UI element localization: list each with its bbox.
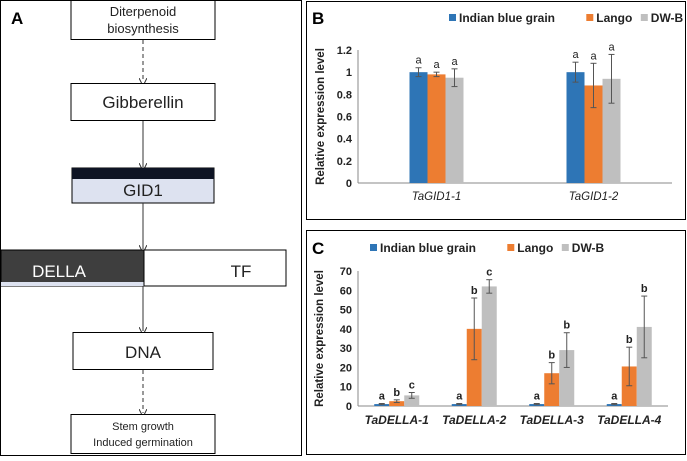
panel-a: A Diterpenoid biosynthesis Gibberellin G… (0, 0, 302, 456)
chart-b-bar-TaGID1-1-dw-b (445, 77, 464, 183)
chart-c-y-tick-label: 60 (340, 285, 352, 297)
chart-b-significance-letter: a (590, 50, 597, 62)
gibberellin-label: Gibberellin (102, 93, 183, 112)
chart-b-legend-label-0: Indian blue grain (459, 11, 555, 25)
gibberellin-box (70, 83, 216, 121)
chart-c-significance-letter: b (563, 320, 570, 332)
chart-c-y-tick-label: 70 (340, 266, 352, 278)
chart-b-category-label: TaGID1-2 (569, 191, 619, 203)
chart-c-significance-letter: a (456, 390, 463, 402)
stem-growth-box (70, 414, 216, 454)
chart-c-legend-label-1: Lango (517, 241, 553, 255)
chart-b-y-tick-label: 0.4 (337, 134, 353, 146)
chart-b-y-tick-label: 0.6 (337, 112, 352, 124)
chart-c-category-label: TaDELLA-1 (365, 413, 430, 427)
chart-b-y-axis-label: Relative expression level (315, 48, 327, 185)
chart-c-bar-TaDELLA-3-lango (544, 373, 560, 406)
chart-c-y-tick-label: 30 (340, 343, 352, 355)
chart-b-y-tick-label: 1 (346, 67, 352, 79)
diterpenoid-label-line1: Diterpenoid (110, 4, 177, 19)
chart-c-bar-TaDELLA-1-lango (389, 401, 405, 406)
chart-c-bar-TaDELLA-1-dw-b (404, 395, 420, 406)
della-label: DELLA (32, 262, 87, 281)
chart-c-significance-letter: b (471, 285, 478, 297)
chart-b-bar-TaGID1-2-dw-b (602, 78, 621, 183)
chart-c-significance-letter: b (641, 283, 648, 295)
chart-c-legend-swatch-2 (561, 244, 569, 251)
chart-b-bar-TaGID1-2-lango (584, 85, 603, 183)
chart-c-category-label: TaDELLA-3 (520, 413, 585, 427)
chart-c-significance-letter: a (611, 390, 618, 402)
tf-label: TF (231, 262, 252, 281)
chart-c-significance-letter: a (379, 390, 386, 402)
chart-c-y-tick-label: 50 (340, 305, 352, 317)
chart-b-bar-TaGID1-1-indian-blue-grain (409, 72, 428, 183)
chart-c: Indian blue grain Lango DW-B 0 10 20 30 40 50 60 7… (314, 241, 668, 427)
chart-b-legend-swatch-0 (449, 14, 456, 21)
diterpenoid-label-line2: biosynthesis (107, 21, 179, 36)
panel-a-frame (0, 0, 302, 456)
chart-b-y-tick-label: 1.2 (337, 45, 352, 57)
chart-c-legend-swatch-0 (370, 244, 377, 251)
panel-b-letter: B (312, 9, 324, 28)
chart-c-significance-letter: c (486, 267, 492, 279)
chart-c-category-label: TaDELLA-4 (597, 413, 662, 427)
chart-c-y-tick-label: 10 (340, 382, 352, 394)
chart-b-y-tick-label: 0 (346, 178, 352, 190)
panel-b-frame (306, 1, 686, 220)
chart-b-significance-letter: a (608, 41, 615, 53)
chart-b-y-tick-label: 0.8 (337, 89, 352, 101)
chart-c-category-label: TaDELLA-2 (442, 413, 507, 427)
chart-c-significance-letter: c (409, 380, 415, 392)
chart-c-legend-label-2: DW-B (572, 241, 605, 255)
panel-a-letter: A (11, 9, 23, 28)
chart-c-bar-TaDELLA-2-lango (466, 328, 482, 406)
chart-c-y-tick-label: 40 (340, 324, 352, 336)
chart-c-significance-letter: b (548, 350, 555, 362)
chart-c-y-tick-label: 20 (340, 362, 352, 374)
stem-growth-label-line1: Stem growth (112, 421, 174, 433)
chart-c-y-tick-label: 0 (346, 401, 352, 413)
tf-box (143, 249, 287, 287)
chart-c-significance-letter: b (626, 334, 633, 346)
chart-b-significance-letter: a (451, 56, 458, 68)
chart-b-legend-swatch-1 (586, 14, 594, 21)
chart-b-legend-swatch-2 (640, 14, 648, 21)
della-box-underline (1, 282, 144, 286)
chart-b-significance-letter: a (572, 49, 579, 61)
dna-box (72, 332, 214, 370)
chart-b-bar-TaGID1-2-indian-blue-grain (566, 72, 585, 183)
stem-growth-label-line2: Induced germination (93, 437, 193, 449)
chart-c-bar-TaDELLA-4-dw-b (636, 326, 652, 406)
gid1-box-topbar (72, 168, 214, 179)
chart-b-bar-TaGID1-1-lango (427, 74, 446, 183)
dna-label: DNA (125, 343, 162, 362)
chart-b-category-label: TaGID1-1 (412, 191, 461, 203)
chart-b-significance-letter: a (433, 59, 440, 71)
chart-c-significance-letter: b (393, 387, 400, 399)
chart-b-significance-letter: a (415, 55, 422, 67)
gid1-label: GID1 (123, 181, 163, 200)
chart-c-bar-TaDELLA-2-dw-b (481, 286, 497, 406)
chart-b-y-tick-label: 0.2 (337, 156, 352, 168)
chart-c-significance-letter: a (534, 390, 541, 402)
panel-c-letter: C (312, 239, 324, 258)
diterpenoid-box (70, 0, 216, 40)
chart-c-legend-swatch-1 (507, 244, 515, 251)
chart-c-y-axis-label: Relative expression level (314, 270, 326, 407)
chart-b-legend-label-2: DW-B (651, 11, 684, 25)
chart-b-legend-label-1: Lango (596, 11, 632, 25)
chart-c-bar-TaDELLA-3-dw-b (559, 350, 575, 406)
chart-b: Indian blue grain Lango DW-B 0 0.2 0.4 0.6 0.8 1… (315, 11, 684, 203)
chart-c-legend-label-0: Indian blue grain (380, 241, 476, 255)
panel-c: C Indian blue grain Lango DW-B 0 10 20 30 40 50 6… (306, 230, 686, 455)
panel-b: B Indian blue grain Lango DW-B 0 0.2 0.4 0.6 0.… (306, 1, 686, 220)
